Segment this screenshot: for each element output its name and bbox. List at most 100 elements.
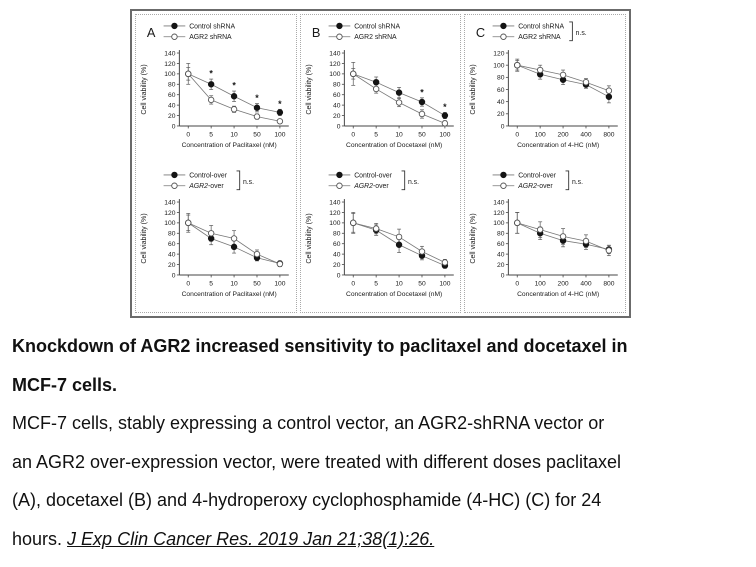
figure-caption: Knockdown of AGR2 increased sensitivity … (12, 327, 748, 558)
svg-text:80: 80 (333, 82, 341, 89)
svg-text:100: 100 (164, 71, 175, 78)
svg-text:60: 60 (497, 87, 505, 94)
svg-text:5: 5 (209, 280, 213, 287)
svg-text:10: 10 (395, 280, 403, 287)
svg-text:0: 0 (172, 123, 176, 130)
svg-text:Control-over: Control-over (189, 172, 228, 179)
svg-text:80: 80 (497, 75, 505, 82)
svg-text:C: C (476, 25, 485, 40)
panel-column-4hc: 0 20 40 60 80 100 120 0 100 200 400 800 Concentratio… (464, 14, 627, 313)
svg-text:20: 20 (497, 111, 505, 118)
chart-4hc-overexpression: 0 20 40 60 80 100 120 140 0 100 200 400 800 Concentra… (469, 170, 619, 298)
svg-text:100: 100 (494, 63, 505, 70)
svg-text:20: 20 (168, 113, 176, 120)
svg-text:120: 120 (164, 61, 175, 68)
svg-text:100: 100 (329, 220, 340, 227)
svg-text:AGR2 shRNA: AGR2 shRNA (354, 34, 397, 41)
svg-text:Cell viability (%): Cell viability (%) (469, 64, 477, 114)
svg-text:120: 120 (494, 50, 505, 57)
chart-4hc-shrna: 0 20 40 60 80 100 120 0 100 200 400 800 Concentratio… (469, 21, 619, 149)
caption-body-line-1: MCF-7 cells, stably expressing a control… (12, 413, 605, 433)
svg-text:0: 0 (351, 280, 355, 287)
svg-text:0: 0 (186, 280, 190, 287)
chart-docetaxel-overexpression: 0 20 40 60 80 100 120 140 0 5 10 50 100 Concentration… (305, 170, 454, 298)
caption-citation-link[interactable]: J Exp Clin Cancer Res. 2019 Jan 21;38(1)… (67, 528, 435, 549)
svg-text:Concentration of 4-HC (nM): Concentration of 4-HC (nM) (517, 142, 599, 149)
svg-text:*: * (255, 93, 259, 103)
svg-text:100: 100 (274, 131, 285, 138)
svg-text:10: 10 (395, 131, 403, 138)
svg-text:n.s.: n.s. (572, 179, 583, 186)
svg-text:*: * (443, 102, 447, 112)
svg-text:*: * (278, 99, 282, 109)
svg-text:100: 100 (439, 280, 450, 287)
svg-text:Concentration of Paclitaxel (n: Concentration of Paclitaxel (nM) (182, 291, 277, 298)
svg-text:Cell viability (%): Cell viability (%) (140, 64, 148, 114)
svg-text:120: 120 (329, 210, 340, 217)
svg-text:AGR2-over: AGR2-over (188, 183, 224, 190)
svg-text:100: 100 (535, 131, 546, 138)
svg-text:n.s.: n.s. (408, 179, 419, 186)
svg-text:n.s.: n.s. (243, 179, 254, 186)
svg-text:5: 5 (209, 131, 213, 138)
svg-text:0: 0 (351, 131, 355, 138)
svg-text:400: 400 (581, 131, 592, 138)
panel-column-paclitaxel: 0 20 40 60 80 100 120 140 0 5 10 50 100 Concentration… (135, 14, 297, 313)
svg-text:50: 50 (418, 280, 426, 287)
svg-text:100: 100 (494, 220, 505, 227)
caption-body-line-4: hours. (12, 528, 63, 549)
svg-text:80: 80 (168, 82, 176, 89)
svg-text:Concentration of Docetaxel (nM: Concentration of Docetaxel (nM) (346, 142, 442, 149)
svg-text:50: 50 (253, 131, 261, 138)
svg-text:40: 40 (497, 99, 505, 106)
panel-column-docetaxel: 0 20 40 60 80 100 120 140 0 5 10 50 100 Concentration… (299, 14, 462, 313)
svg-text:80: 80 (168, 231, 176, 238)
svg-text:Cell viability (%): Cell viability (%) (469, 213, 477, 263)
svg-text:20: 20 (333, 262, 341, 269)
svg-text:100: 100 (439, 131, 450, 138)
svg-text:0: 0 (516, 131, 520, 138)
svg-text:100: 100 (274, 280, 285, 287)
svg-text:Control shRNA: Control shRNA (354, 23, 400, 30)
svg-text:Control-over: Control-over (354, 172, 393, 179)
svg-text:40: 40 (497, 251, 505, 258)
svg-text:200: 200 (558, 131, 569, 138)
svg-text:Control shRNA: Control shRNA (519, 23, 565, 30)
svg-text:60: 60 (168, 241, 176, 248)
caption-heading-line-2: MCF-7 cells. (12, 374, 118, 395)
svg-text:*: * (420, 87, 424, 97)
chart-docetaxel-shrna: 0 20 40 60 80 100 120 140 0 5 10 50 100 Concentration… (305, 22, 454, 149)
svg-text:80: 80 (333, 231, 341, 238)
svg-text:60: 60 (497, 241, 505, 248)
svg-text:Cell viability (%): Cell viability (%) (140, 213, 148, 263)
svg-text:0: 0 (501, 123, 505, 130)
svg-text:0: 0 (501, 272, 505, 279)
svg-text:140: 140 (329, 50, 340, 57)
svg-text:140: 140 (164, 50, 175, 57)
svg-text:0: 0 (336, 123, 340, 130)
caption-heading-line-1: Knockdown of AGR2 increased sensitivity … (12, 336, 628, 356)
svg-text:50: 50 (253, 280, 261, 287)
chart-paclitaxel-shrna: 0 20 40 60 80 100 120 140 0 5 10 50 100 Concentration… (140, 22, 289, 149)
svg-text:800: 800 (604, 280, 615, 287)
caption-body-line-3: (A), docetaxel (B) and 4-hydroperoxy cyc… (12, 490, 602, 510)
svg-text:40: 40 (333, 251, 341, 258)
svg-text:400: 400 (581, 280, 592, 287)
svg-text:50: 50 (418, 131, 426, 138)
svg-text:80: 80 (497, 231, 505, 238)
svg-text:*: * (209, 69, 213, 79)
svg-text:Control-over: Control-over (519, 172, 558, 179)
svg-text:0: 0 (336, 272, 340, 279)
svg-text:20: 20 (168, 262, 176, 269)
chart-paclitaxel-overexpression: 0 20 40 60 80 100 120 140 0 5 10 50 100 Concentration… (140, 170, 289, 298)
svg-text:120: 120 (164, 210, 175, 217)
svg-text:40: 40 (333, 102, 341, 109)
svg-text:0: 0 (186, 131, 190, 138)
svg-text:10: 10 (230, 131, 238, 138)
svg-text:Control shRNA: Control shRNA (189, 23, 235, 30)
svg-text:60: 60 (168, 92, 176, 99)
svg-text:120: 120 (329, 61, 340, 68)
svg-text:140: 140 (164, 199, 175, 206)
svg-text:800: 800 (604, 131, 615, 138)
